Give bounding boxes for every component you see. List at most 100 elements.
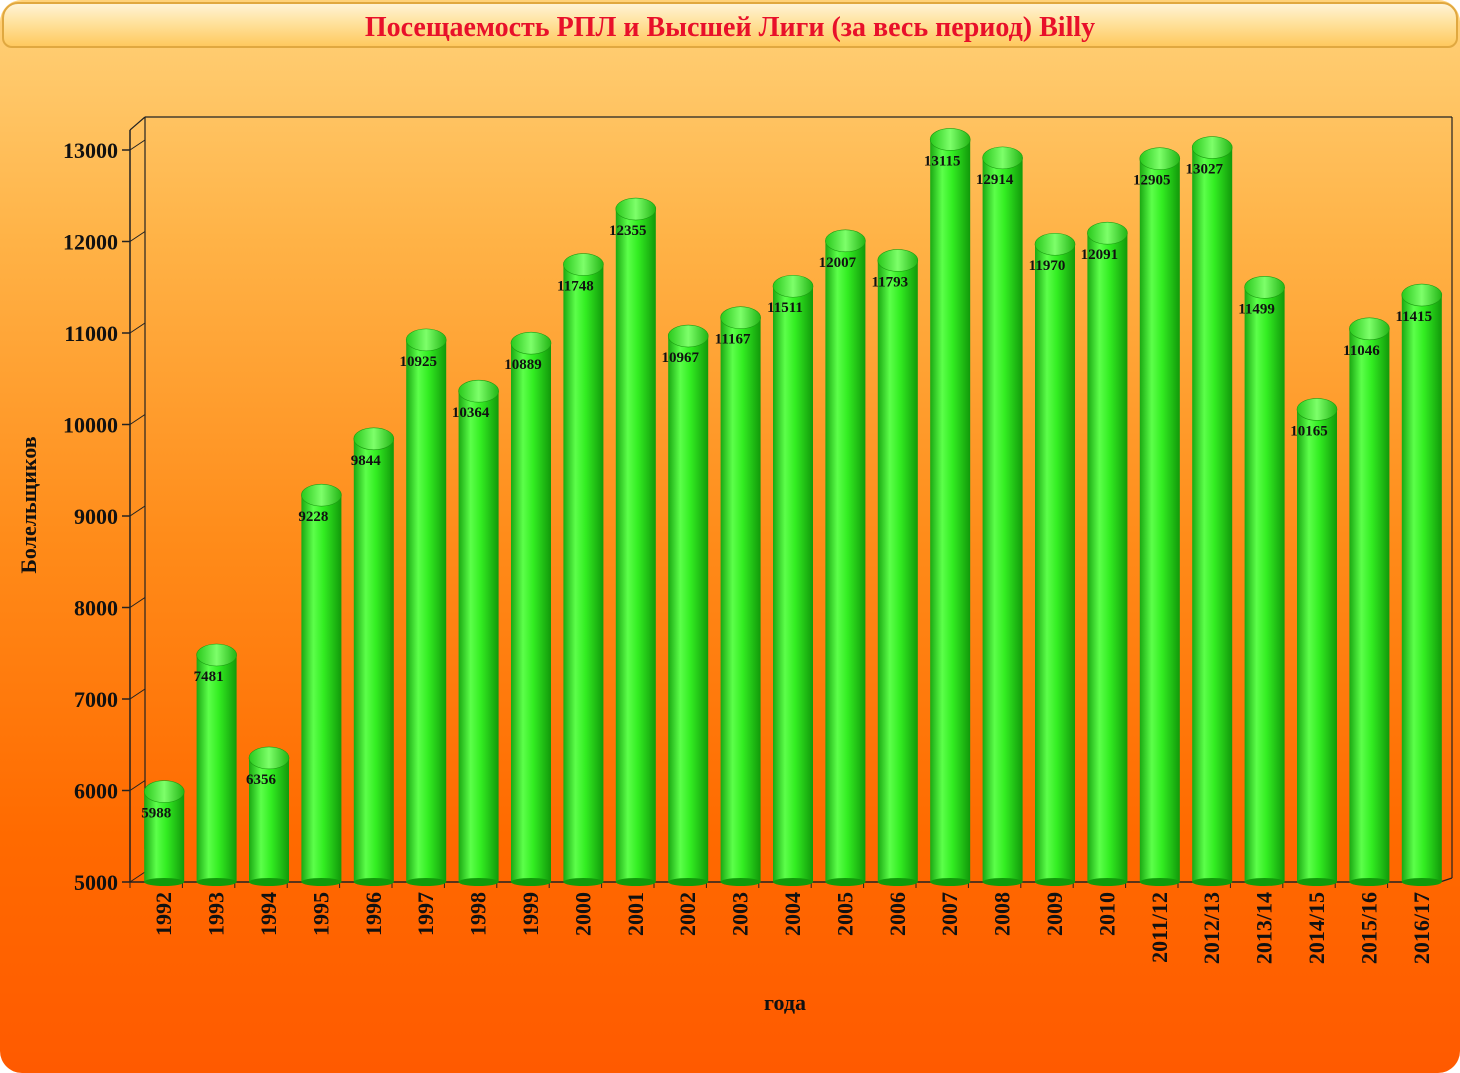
bar-cap xyxy=(353,427,395,451)
bar-value-label: 5988 xyxy=(141,806,171,822)
bar-body xyxy=(668,336,709,882)
bar-body xyxy=(720,317,761,883)
bar-base xyxy=(406,878,447,886)
floor-depth-edge xyxy=(1439,877,1453,883)
bar-base xyxy=(877,878,918,886)
bar-cap xyxy=(772,274,814,298)
bar-base xyxy=(1401,878,1442,886)
bar-base xyxy=(982,878,1023,886)
chart-title: Посещаемость РПЛ и Высшей Лиги (за весь … xyxy=(364,12,1096,43)
bar-value-label: 9844 xyxy=(351,453,382,469)
bar-cap xyxy=(1244,276,1285,299)
bar-cap xyxy=(143,780,185,803)
bar-cap xyxy=(196,643,237,667)
bar-body xyxy=(1035,244,1075,882)
bar-body xyxy=(1192,147,1233,883)
bar-base xyxy=(353,878,394,886)
bar-value-label: 7481 xyxy=(194,669,224,685)
bar-value-label: 9228 xyxy=(298,509,328,525)
bar-value-label: 10165 xyxy=(1290,423,1328,439)
bar-cap xyxy=(405,328,447,352)
x-tick-label: 2005 xyxy=(832,892,857,936)
bar-body xyxy=(877,260,918,882)
bar-value-label: 12914 xyxy=(976,172,1014,188)
bar-body xyxy=(563,264,604,883)
x-tick-label: 2004 xyxy=(780,892,805,936)
bar-base xyxy=(196,878,237,886)
bar-base xyxy=(1139,878,1180,886)
y-tick-depth xyxy=(129,414,146,425)
y-tick-depth xyxy=(129,139,146,151)
x-tick-label: 1995 xyxy=(308,892,333,936)
y-tick-label: 8000 xyxy=(74,596,118,621)
bar-value-label: 12091 xyxy=(1081,247,1119,263)
y-tick-depth xyxy=(129,505,146,517)
x-tick-label: 1999 xyxy=(518,892,543,936)
bar-body xyxy=(825,240,866,882)
bar-cap xyxy=(825,229,866,253)
bar-value-label: 11748 xyxy=(557,279,594,295)
bar-value-label: 11499 xyxy=(1238,301,1275,317)
bar-cap xyxy=(615,197,657,221)
x-tick-label: 2015/16 xyxy=(1356,892,1381,964)
bar-cap xyxy=(1191,136,1233,159)
x-tick-label: 1996 xyxy=(361,892,386,936)
bar-cap xyxy=(510,331,552,355)
bar-base xyxy=(1244,878,1285,886)
bar-cap xyxy=(1349,317,1390,341)
bar-base xyxy=(668,878,709,886)
title-bar: Посещаемость РПЛ и Высшей Лиги (за весь … xyxy=(2,2,1458,48)
bar-body xyxy=(406,339,447,882)
bar-body xyxy=(1244,287,1285,882)
bar-body xyxy=(1139,158,1180,882)
bar-cap xyxy=(458,379,499,403)
bar-value-label: 10364 xyxy=(452,405,490,421)
bar-cap xyxy=(982,146,1023,170)
y-tick-label: 11000 xyxy=(64,321,118,346)
bar-value-label: 11511 xyxy=(767,300,803,316)
y-tick-label: 5000 xyxy=(74,870,118,895)
x-axis-title: года xyxy=(764,990,806,1015)
bar-base xyxy=(1087,878,1128,886)
bar-cap xyxy=(1087,221,1128,245)
bar-base xyxy=(458,878,499,886)
bar-base xyxy=(825,878,866,886)
bar-base xyxy=(511,878,551,886)
bar-body xyxy=(1401,295,1442,883)
x-tick-label: 2000 xyxy=(570,892,595,936)
bar-body xyxy=(930,139,971,883)
bar-value-label: 12905 xyxy=(1133,173,1171,189)
x-tick-label: 2010 xyxy=(1094,892,1119,936)
y-tick-label: 13000 xyxy=(63,138,118,163)
bar-base xyxy=(1349,878,1390,886)
bar-base xyxy=(1035,878,1075,886)
bar-cap xyxy=(248,746,290,770)
x-tick-label: 1993 xyxy=(204,892,229,936)
bar-body xyxy=(249,757,289,882)
y-tick-label: 10000 xyxy=(63,413,118,438)
bar-cap xyxy=(877,249,919,272)
x-tick-label: 2016/17 xyxy=(1409,892,1434,964)
bar-base xyxy=(1297,878,1337,886)
bar-cap xyxy=(667,324,709,348)
bar-value-label: 13115 xyxy=(924,153,961,169)
x-tick-label: 2007 xyxy=(937,892,962,936)
x-tick-label: 2014/15 xyxy=(1304,892,1329,964)
bar-cap xyxy=(1401,283,1443,307)
bar-cap xyxy=(1139,147,1181,170)
bar-cap xyxy=(301,483,342,507)
bar-body xyxy=(982,157,1023,882)
bar-body xyxy=(615,209,656,882)
labels: 5988 1992 7481 1993 6356 1994 9228 1995 9844 1996… xyxy=(141,153,1434,964)
bar-body xyxy=(511,343,551,882)
bar-value-label: 6356 xyxy=(246,772,277,788)
y-tick-label: 9000 xyxy=(74,504,118,529)
x-tick-label: 1997 xyxy=(413,892,438,936)
bar-cap xyxy=(720,306,761,330)
bar-base xyxy=(773,878,813,886)
bar-body xyxy=(1087,233,1128,883)
y-tick-depth xyxy=(129,597,146,608)
bar-cap xyxy=(1034,232,1076,256)
bar-base xyxy=(563,878,604,886)
